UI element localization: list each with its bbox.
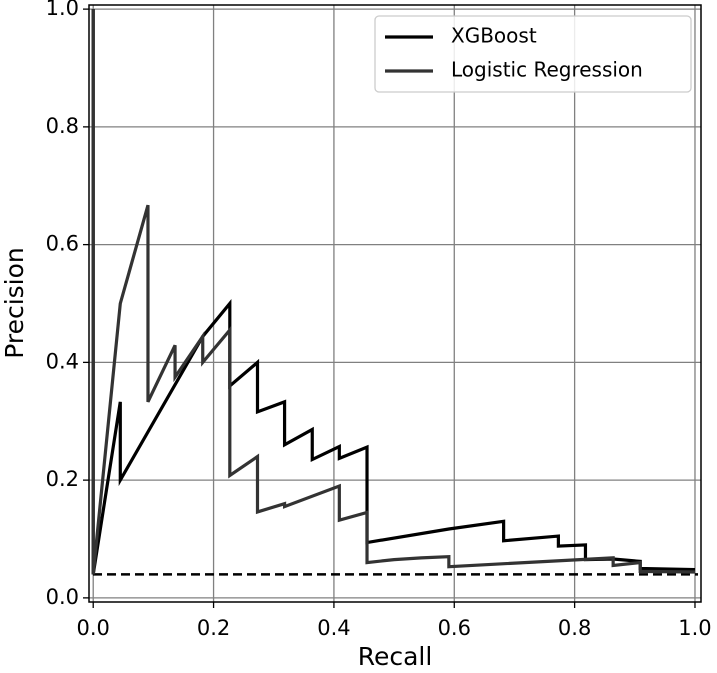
x-axis-label: Recall (358, 642, 433, 671)
legend-label: Logistic Regression (451, 58, 643, 82)
x-tick-label: 0.0 (77, 616, 110, 640)
x-tick-label: 0.4 (317, 616, 350, 640)
x-tick-label: 1.0 (678, 616, 711, 640)
legend-label: XGBoost (451, 24, 537, 48)
series-line (91, 9, 695, 575)
plot-frame (88, 4, 702, 603)
y-tick-label: 1.0 (46, 0, 79, 20)
y-tick-label: 0.8 (46, 114, 79, 138)
y-axis-label: Precision (0, 247, 29, 359)
x-tick-label: 0.2 (197, 616, 230, 640)
y-tick-label: 0.0 (46, 585, 79, 609)
y-tick-label: 0.6 (46, 232, 79, 256)
y-tick-label: 0.4 (46, 349, 79, 373)
legend-box (374, 15, 692, 93)
y-tick-label: 0.2 (46, 467, 79, 491)
x-tick-label: 0.6 (438, 616, 471, 640)
series-line (91, 9, 696, 575)
x-tick-label: 0.8 (558, 616, 591, 640)
